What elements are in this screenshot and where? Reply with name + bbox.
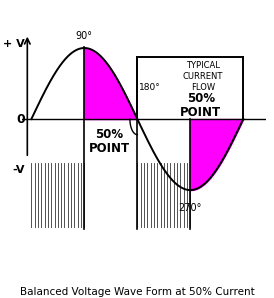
Text: 270°: 270° (179, 203, 202, 213)
Text: 180°: 180° (139, 83, 161, 91)
Text: -V: -V (13, 165, 25, 175)
Text: 50%
POINT: 50% POINT (180, 92, 221, 119)
Text: Balanced Voltage Wave Form at 50% Current: Balanced Voltage Wave Form at 50% Curren… (20, 286, 254, 297)
Text: TYPICAL
CURRENT
FLOW: TYPICAL CURRENT FLOW (183, 61, 223, 92)
Text: 0: 0 (16, 113, 25, 125)
Text: 50%
POINT: 50% POINT (89, 128, 130, 155)
Text: + V: + V (3, 39, 25, 49)
Text: 90°: 90° (76, 31, 93, 41)
